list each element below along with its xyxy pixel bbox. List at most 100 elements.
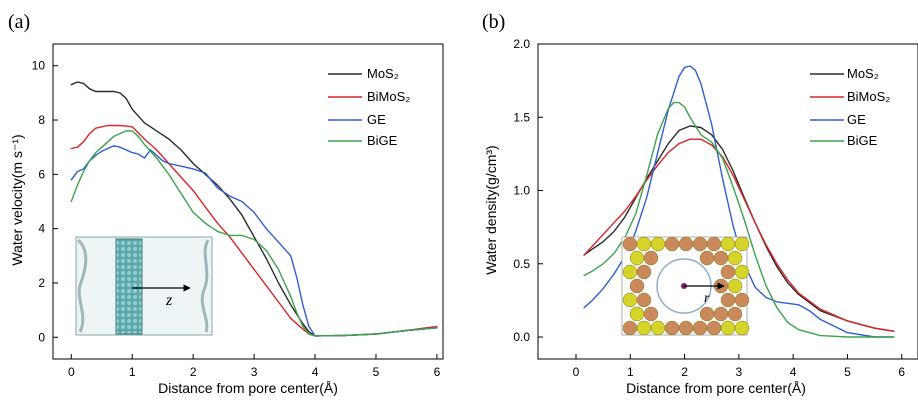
legend-label: MoS₂ [367,66,399,81]
y-tick-label: 0.0 [513,330,530,344]
y-tick-label: 0 [38,330,45,344]
y-tick-label: 1.5 [513,110,530,124]
atom [720,236,736,252]
x-tick-label: 4 [312,365,319,379]
legend-item-ge: GE [810,112,866,127]
plot-frame-b [537,43,918,360]
atom [636,320,652,336]
tick-labels-b: 0 1 2 3 4 5 6 0.0 0.5 1.0 1.5 2.0 [513,37,905,379]
legend-item-bige: BiGE [810,133,878,148]
atom [706,320,722,336]
tick-labels-a: 0 1 2 3 4 5 6 0 2 4 6 8 10 [32,59,441,379]
y-axis-title-a: Water velocity(m s⁻¹) [9,134,25,265]
density-chart: (b) Water density(g/cm³) Distance from p… [482,11,918,396]
legend-label: MoS₂ [847,66,879,81]
atom [706,236,722,252]
atom [650,236,666,252]
y-tick-label: 8 [38,113,45,127]
y-tick-label: 10 [32,59,46,73]
atom [622,236,638,252]
x-tick-label: 1 [129,365,136,379]
atom [636,292,652,308]
atom [734,320,750,336]
x-tick-label: 6 [898,365,905,379]
atom [622,320,638,336]
atom [720,264,736,280]
pore-slab-inset [75,236,213,336]
atom [643,250,659,266]
legend-label: BiGE [847,133,878,148]
legend-item-mos2: MoS₂ [810,66,879,81]
atom [622,264,638,280]
atom [734,236,750,252]
x-tick-label: 3 [736,365,743,379]
atom [692,236,708,252]
x-tick-label: 4 [790,365,797,379]
legend-item-bimos2: BiMoS₂ [810,89,890,104]
series-line-bige [70,130,438,337]
legend-item-ge: GE [328,112,386,127]
panel-label-b: (b) [482,11,505,33]
atom [734,292,750,308]
x-tick-label: 3 [251,365,258,379]
atom [720,320,736,336]
legend-item-mos2: MoS₂ [328,66,399,81]
atom [720,292,736,308]
panel-label-a: (a) [8,11,30,33]
y-tick-label: 2 [38,276,45,290]
series-line-mos2 [70,81,438,337]
atom [664,236,680,252]
atom [629,306,645,322]
series-group-a [70,81,438,337]
x-tick-label: 2 [681,365,688,379]
y-tick-label: 6 [38,167,45,181]
inset-label-r: r [704,291,710,306]
legend-label: GE [367,112,386,127]
atom [699,250,715,266]
y-tick-label: 1.0 [513,184,530,198]
x-tick-label: 6 [434,365,441,379]
atom [664,320,680,336]
x-tick-label: 2 [190,365,197,379]
atom [643,306,659,322]
inset-label-z: z [165,292,173,309]
legend-item-bige: BiGE [328,133,398,148]
plot-frame-a [52,43,444,360]
atom [622,292,638,308]
atom [699,306,715,322]
legend-label: GE [847,112,866,127]
series-line-ge [70,145,438,337]
atom [727,306,743,322]
atom [727,250,743,266]
atom [678,236,694,252]
series-line-mos2 [583,125,895,332]
y-tick-label: 0.5 [513,257,530,271]
atom [734,264,750,280]
legend-label: BiGE [367,133,398,148]
x-tick-label: 5 [844,365,851,379]
legend-b: MoS₂ BiMoS₂ GE BiGE [810,66,890,148]
atom [713,306,729,322]
velocity-chart: (a) Water velocity(m s⁻¹) Distance from … [8,11,444,396]
atom [629,278,645,294]
legend-a: MoS₂ BiMoS₂ GE BiGE [328,66,410,148]
x-tick-label: 5 [373,365,380,379]
x-tick-label: 0 [68,365,75,379]
series-line-bimos2 [583,138,895,332]
series-line-bige [583,101,895,338]
legend-item-bimos2: BiMoS₂ [328,89,410,104]
atom [629,250,645,266]
pore-cross-section-inset [621,236,750,336]
atom [650,320,666,336]
y-axis-title-b: Water density(g/cm³) [483,145,499,274]
x-axis-title-b: Distance from pore center(Å) [626,380,806,396]
x-tick-label: 1 [627,365,634,379]
atom [727,278,743,294]
x-tick-label: 0 [573,365,580,379]
legend-label: BiMoS₂ [367,89,410,104]
atom [636,236,652,252]
legend-label: BiMoS₂ [847,89,890,104]
x-axis-title-a: Distance from pore center(Å) [158,380,338,396]
atom [678,320,694,336]
